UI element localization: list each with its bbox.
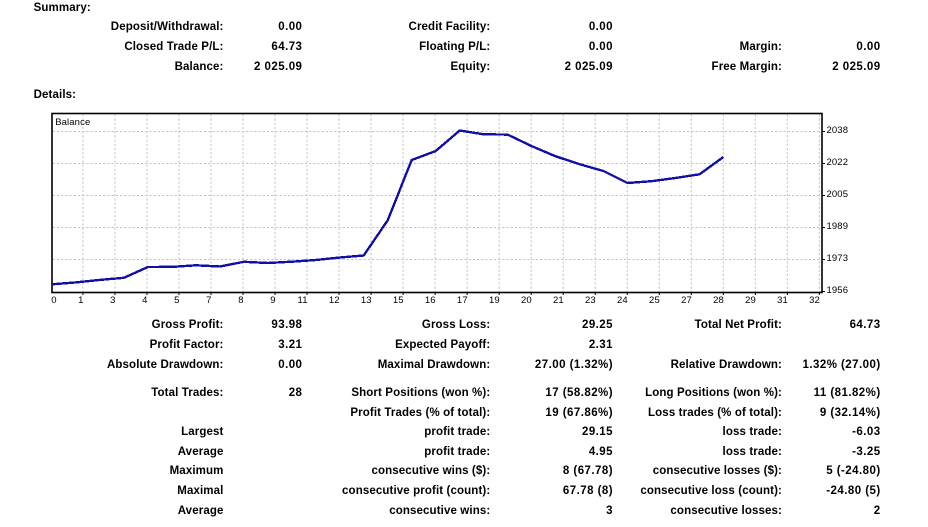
svg-text:2005: 2005 (827, 189, 849, 200)
svg-text:0: 0 (51, 295, 56, 306)
svg-text:19: 19 (489, 295, 500, 306)
svg-text:1989: 1989 (827, 221, 849, 232)
svg-text:27: 27 (681, 295, 692, 306)
svg-text:9: 9 (270, 295, 275, 306)
svg-text:12: 12 (329, 295, 340, 306)
svg-text:2038: 2038 (827, 125, 849, 136)
svg-text:32: 32 (809, 295, 820, 306)
svg-text:28: 28 (713, 295, 724, 306)
svg-text:11: 11 (298, 295, 308, 306)
svg-text:2022: 2022 (827, 157, 849, 168)
svg-text:17: 17 (457, 295, 468, 306)
svg-text:5: 5 (174, 295, 179, 306)
svg-text:13: 13 (361, 295, 372, 306)
svg-text:Balance: Balance (55, 117, 90, 128)
svg-text:3: 3 (110, 295, 115, 306)
svg-text:23: 23 (585, 295, 596, 306)
svg-text:16: 16 (425, 295, 436, 306)
svg-text:25: 25 (649, 295, 660, 306)
svg-text:15: 15 (393, 295, 404, 306)
svg-text:1973: 1973 (827, 253, 849, 264)
svg-text:4: 4 (142, 295, 147, 306)
svg-text:31: 31 (777, 295, 788, 306)
svg-text:7: 7 (206, 295, 211, 306)
svg-text:1956: 1956 (827, 285, 849, 296)
svg-text:21: 21 (553, 295, 564, 306)
svg-text:29: 29 (745, 295, 756, 306)
svg-text:1: 1 (78, 295, 83, 306)
svg-text:8: 8 (238, 295, 243, 306)
svg-text:24: 24 (617, 295, 628, 306)
svg-text:20: 20 (521, 295, 532, 306)
